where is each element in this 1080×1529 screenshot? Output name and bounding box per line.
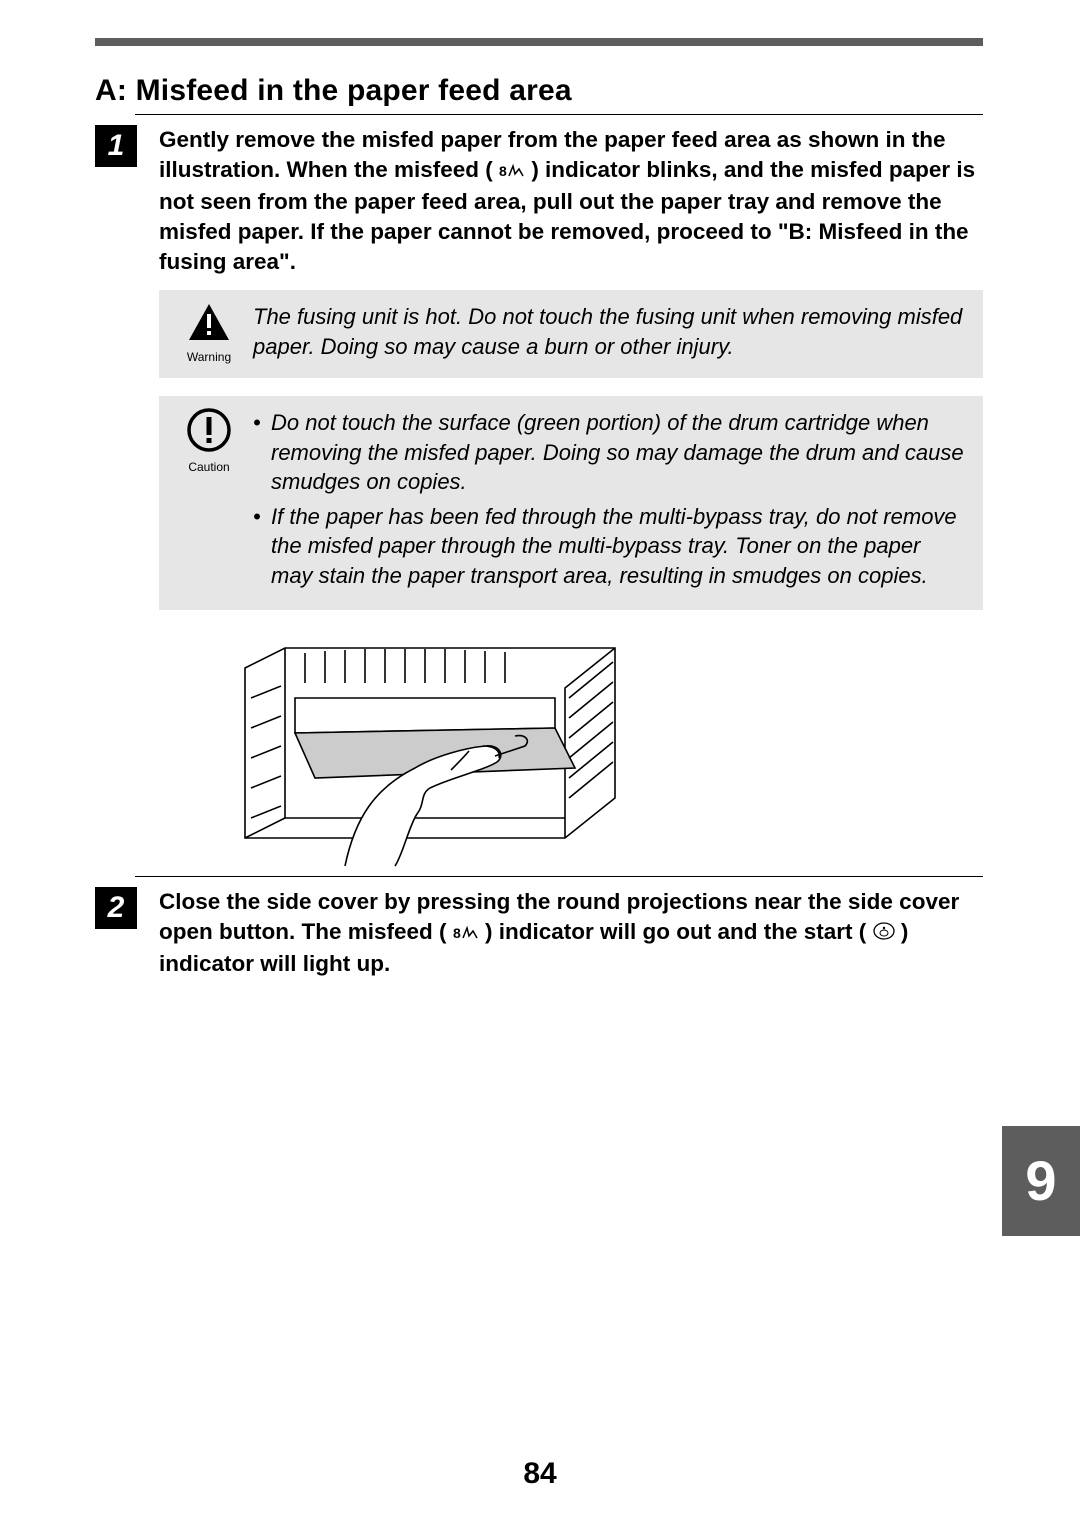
warning-text: The fusing unit is hot. Do not touch the… bbox=[239, 302, 967, 361]
printer-illustration bbox=[225, 628, 645, 868]
step-2: 2 Close the side cover by pressing the r… bbox=[95, 887, 983, 979]
caution-label: Caution bbox=[179, 460, 239, 474]
step-2-number: 2 bbox=[95, 887, 137, 929]
top-rule bbox=[95, 38, 983, 46]
start-indicator-icon bbox=[873, 920, 895, 950]
warning-triangle-icon bbox=[187, 302, 231, 342]
svg-text:8: 8 bbox=[453, 925, 461, 941]
step-2-text: Close the side cover by pressing the rou… bbox=[159, 887, 983, 979]
step-1-number: 1 bbox=[95, 125, 137, 167]
misfeed-icon: 8 bbox=[453, 920, 479, 950]
step-divider bbox=[135, 114, 983, 115]
warning-callout: Warning The fusing unit is hot. Do not t… bbox=[159, 290, 983, 378]
caution-icon-block: Caution bbox=[179, 408, 239, 474]
step-1-text: Gently remove the misfed paper from the … bbox=[159, 125, 983, 276]
caution-text: Do not touch the surface (green portion)… bbox=[239, 408, 967, 596]
caution-circle-icon bbox=[187, 408, 231, 452]
caution-callout: Caution Do not touch the surface (green … bbox=[159, 396, 983, 610]
step-divider-2 bbox=[135, 876, 983, 877]
svg-text:8: 8 bbox=[499, 163, 507, 179]
step-1: 1 Gently remove the misfed paper from th… bbox=[95, 125, 983, 276]
caution-bullet-2: If the paper has been fed through the mu… bbox=[253, 502, 967, 590]
caution-bullet-1: Do not touch the surface (green portion)… bbox=[253, 408, 967, 496]
warning-label: Warning bbox=[179, 350, 239, 364]
chapter-tab: 9 bbox=[1002, 1126, 1080, 1236]
step-2-t2: ) indicator will go out and the start ( bbox=[485, 919, 866, 944]
page-number: 84 bbox=[0, 1457, 1080, 1491]
page-content: A: Misfeed in the paper feed area 1 Gent… bbox=[95, 38, 983, 993]
warning-icon-block: Warning bbox=[179, 302, 239, 364]
section-title: A: Misfeed in the paper feed area bbox=[95, 74, 983, 108]
misfeed-icon: 8 bbox=[499, 158, 525, 188]
